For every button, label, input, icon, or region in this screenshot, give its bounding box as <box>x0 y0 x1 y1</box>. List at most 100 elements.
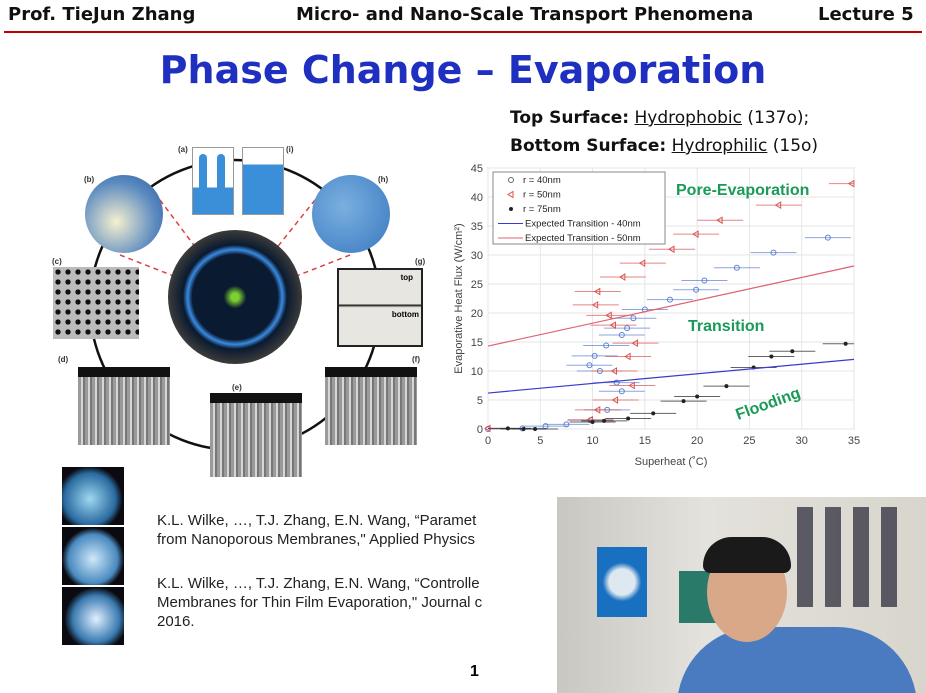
legend-entry: r = 40nm <box>523 175 561 186</box>
data-point-r75 <box>724 384 729 389</box>
data-point-r75 <box>681 399 686 404</box>
data-point-r50 <box>716 216 723 225</box>
data-point-r75 <box>590 420 595 425</box>
course-title: Micro- and Nano-Scale Transport Phenomen… <box>296 4 754 25</box>
x-tick-label: 15 <box>639 435 651 447</box>
y-tick-label: 45 <box>471 163 483 175</box>
y-tick-label: 25 <box>471 279 483 291</box>
transition-line <box>487 358 855 394</box>
y-tick-label: 15 <box>471 337 483 349</box>
annotation-pore-evaporation: Pore-Evaporation <box>676 182 809 199</box>
legend-entry: Expected Transition - 40nm <box>525 219 641 230</box>
lecture-number: Lecture 5 <box>818 4 914 25</box>
data-point-r50 <box>611 396 619 404</box>
citation-2: K.L. Wilke, …, T.J. Zhang, E.N. Wang, “C… <box>157 575 483 630</box>
legend-marker <box>507 190 514 199</box>
data-point-r75 <box>695 394 700 399</box>
data-point-r50 <box>605 311 612 320</box>
header-divider <box>4 31 922 33</box>
data-point-r50 <box>609 321 616 330</box>
data-point-r40 <box>770 249 777 256</box>
data-point-r40 <box>666 296 673 303</box>
y-tick-label: 30 <box>471 250 483 262</box>
data-point-r75 <box>843 341 848 346</box>
y-tick-label: 5 <box>477 395 483 407</box>
pore-diagram-a <box>192 147 234 215</box>
top-surface-note: Top Surface: Hydrophobic (137o); <box>510 108 810 128</box>
pore-diagram-i <box>242 147 284 215</box>
x-tick-label: 30 <box>796 435 808 447</box>
label-d: (d) <box>58 355 69 364</box>
data-point-r75 <box>521 427 526 431</box>
label-c: (c) <box>52 257 62 266</box>
data-point-r50 <box>618 273 626 281</box>
data-point-r50 <box>638 259 646 268</box>
sem-top-view-c <box>53 267 139 339</box>
data-point-r40 <box>630 315 637 322</box>
annotation-transition: Transition <box>688 318 764 335</box>
membrane-photo-h <box>312 175 390 253</box>
data-point-r50 <box>591 300 599 309</box>
wall-frames <box>797 507 907 607</box>
label-bottom: bottom <box>391 310 419 319</box>
data-point-r50 <box>593 405 601 414</box>
membrane-photo-1 <box>62 467 124 525</box>
data-point-r50 <box>847 179 855 188</box>
legend-marker <box>509 207 513 211</box>
presenter-shirt <box>677 627 917 693</box>
legend-entry: r = 75nm <box>523 204 561 215</box>
y-tick-label: 35 <box>471 221 483 233</box>
x-tick-label: 35 <box>848 435 860 447</box>
wall-poster-1 <box>597 547 647 617</box>
data-point-r40 <box>701 277 708 284</box>
data-point-r40 <box>693 286 700 293</box>
data-point-r75 <box>651 411 656 416</box>
legend-box <box>492 171 666 245</box>
data-point-r40 <box>603 342 610 349</box>
data-point-r50 <box>610 367 618 375</box>
data-point-r40 <box>563 421 570 428</box>
data-point-r75 <box>505 426 510 431</box>
label-i: (i) <box>286 145 294 154</box>
y-tick-label: 20 <box>471 308 483 320</box>
membrane-photo-2 <box>62 527 124 585</box>
data-point-r40 <box>733 264 740 271</box>
data-point-r75 <box>790 349 795 354</box>
label-a: (a) <box>178 145 188 154</box>
y-tick-label: 10 <box>471 366 483 378</box>
data-point-r40 <box>618 332 625 339</box>
y-tick-label: 40 <box>471 192 483 204</box>
sem-cross-section-f <box>325 367 417 445</box>
membrane-photo-3 <box>62 587 124 645</box>
data-point-r50 <box>628 381 635 390</box>
y-axis-label: Evaporative Heat Flux (W/cm²) <box>453 223 465 373</box>
label-b: (b) <box>84 175 95 184</box>
page-number: 1 <box>470 663 479 680</box>
slide-title: Phase Change – Evaporation <box>159 48 767 92</box>
evaporation-setup-figure: (a) (i) (b) (h) (c) (g) top bottom (d) (… <box>20 135 440 477</box>
label-f: (f) <box>412 355 420 364</box>
legend-entry: r = 50nm <box>523 190 561 201</box>
data-point-r50 <box>692 230 699 239</box>
label-h: (h) <box>378 175 389 184</box>
sem-cross-section-e <box>210 393 302 477</box>
data-point-r50 <box>668 245 675 254</box>
sem-cross-section-d <box>78 367 170 445</box>
data-point-r40 <box>824 234 831 241</box>
data-point-r50 <box>624 352 631 361</box>
bottom-surface-note: Bottom Surface: Hydrophilic (15o) <box>510 136 819 156</box>
data-point-r75 <box>626 416 631 421</box>
data-point-r40 <box>586 362 593 369</box>
data-point-r75 <box>769 354 774 359</box>
x-tick-label: 20 <box>691 435 703 447</box>
presenter-hair <box>703 537 791 573</box>
data-point-r50 <box>774 201 782 210</box>
membrane-photo-b <box>85 175 163 253</box>
webcam-video <box>557 497 926 693</box>
transition-line <box>487 265 855 347</box>
x-tick-label: 10 <box>586 435 598 447</box>
chamber-photo <box>168 230 302 364</box>
instructor-name: Prof. TieJun Zhang <box>8 4 196 25</box>
x-axis-label: Superheat (˚C) <box>635 456 708 468</box>
